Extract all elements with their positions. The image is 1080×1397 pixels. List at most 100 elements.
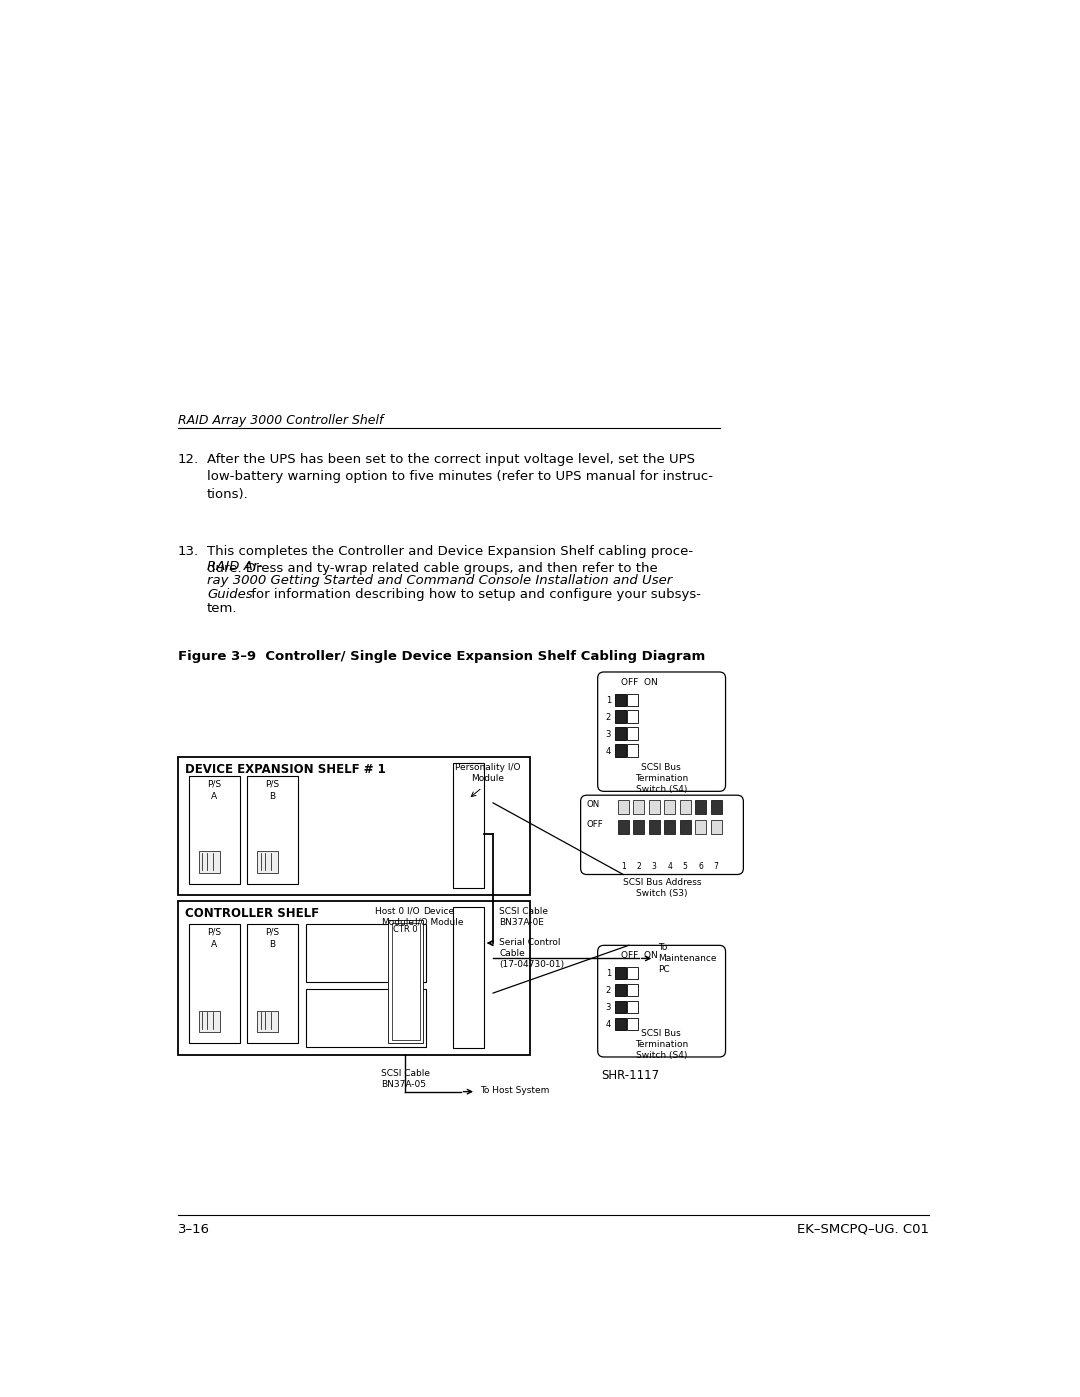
Text: B: B xyxy=(269,792,275,800)
Bar xyxy=(306,989,426,1046)
Text: ray 3000 Getting Started and Command Console Installation and User: ray 3000 Getting Started and Command Con… xyxy=(207,574,673,587)
Text: 3: 3 xyxy=(606,729,611,739)
Text: 2: 2 xyxy=(606,986,611,995)
Text: 2: 2 xyxy=(606,712,611,722)
Bar xyxy=(257,851,279,873)
Bar xyxy=(247,923,298,1044)
Text: EK–SMCPQ–UG. C01: EK–SMCPQ–UG. C01 xyxy=(797,1222,930,1235)
Text: To
Maintenance
PC: To Maintenance PC xyxy=(658,943,717,974)
Bar xyxy=(627,1018,638,1030)
Bar xyxy=(615,1018,625,1030)
Text: Serial Control
Cable
(17-04730-01): Serial Control Cable (17-04730-01) xyxy=(499,937,565,970)
Bar xyxy=(633,800,644,814)
Bar xyxy=(247,775,298,884)
Text: SHR-1117: SHR-1117 xyxy=(602,1069,660,1081)
Text: 7: 7 xyxy=(714,862,718,872)
Bar xyxy=(627,1000,638,1013)
Text: 4: 4 xyxy=(606,746,611,756)
Text: 3: 3 xyxy=(652,862,657,872)
Text: OFF  ON: OFF ON xyxy=(621,951,658,961)
Text: 3: 3 xyxy=(606,1003,611,1011)
Text: CONTROLLER SHELF: CONTROLLER SHELF xyxy=(186,907,320,919)
Text: 4: 4 xyxy=(667,862,672,872)
Text: A: A xyxy=(211,940,217,949)
Text: 1: 1 xyxy=(606,696,611,705)
Text: for information describing how to setup and configure your subsys-: for information describing how to setup … xyxy=(247,588,701,601)
Bar xyxy=(189,923,240,1044)
Bar xyxy=(389,921,423,1044)
Text: 2: 2 xyxy=(636,862,642,872)
Text: RAID Ar-: RAID Ar- xyxy=(207,560,262,573)
Bar xyxy=(679,800,691,814)
Bar xyxy=(177,757,530,895)
Text: B: B xyxy=(269,940,275,949)
Text: Host 0 I/O
Module: Host 0 I/O Module xyxy=(376,907,420,928)
Bar xyxy=(627,983,638,996)
Text: OFF  ON: OFF ON xyxy=(621,678,658,687)
Bar xyxy=(189,775,240,884)
Text: 4: 4 xyxy=(606,1020,611,1030)
Text: P/S: P/S xyxy=(207,928,221,936)
Text: 6: 6 xyxy=(699,862,703,872)
Bar xyxy=(453,907,484,1048)
Text: Device
I/O Module: Device I/O Module xyxy=(415,907,463,928)
Bar xyxy=(177,901,530,1055)
Text: P/S: P/S xyxy=(207,780,221,789)
Text: Personality I/O
Module: Personality I/O Module xyxy=(455,763,521,782)
Text: SCSI Cable
BN37A-05: SCSI Cable BN37A-05 xyxy=(380,1069,430,1088)
Bar xyxy=(199,851,220,873)
Bar xyxy=(618,800,629,814)
Text: Guides: Guides xyxy=(207,588,253,601)
Bar xyxy=(664,800,675,814)
Bar xyxy=(199,1011,220,1032)
FancyBboxPatch shape xyxy=(581,795,743,875)
Text: To Host System: To Host System xyxy=(480,1087,550,1095)
Text: 1: 1 xyxy=(621,862,625,872)
FancyBboxPatch shape xyxy=(597,672,726,791)
Text: 3–16: 3–16 xyxy=(177,1222,210,1235)
Text: Figure 3–9  Controller/ Single Device Expansion Shelf Cabling Diagram: Figure 3–9 Controller/ Single Device Exp… xyxy=(177,651,705,664)
Text: P/S: P/S xyxy=(265,780,280,789)
Bar xyxy=(627,728,638,740)
Bar xyxy=(615,967,625,979)
Bar xyxy=(453,763,484,887)
Bar xyxy=(615,983,625,996)
Bar xyxy=(664,820,675,834)
Text: 1: 1 xyxy=(606,970,611,978)
Bar xyxy=(257,1011,279,1032)
Bar xyxy=(627,745,638,757)
Text: tem.: tem. xyxy=(207,602,238,615)
FancyBboxPatch shape xyxy=(597,946,726,1058)
Text: This completes the Controller and Device Expansion Shelf cabling proce-
dure. Dr: This completes the Controller and Device… xyxy=(207,545,693,576)
Bar xyxy=(618,820,629,834)
Bar xyxy=(615,1000,625,1013)
Text: SCSI Bus
Termination
Switch (S4): SCSI Bus Termination Switch (S4) xyxy=(635,1028,688,1060)
Bar xyxy=(627,711,638,722)
Text: SCSI Cable
BN37A-0E: SCSI Cable BN37A-0E xyxy=(499,907,549,928)
Text: CTR 0: CTR 0 xyxy=(393,925,418,933)
Text: SCSI Bus
Termination
Switch (S4): SCSI Bus Termination Switch (S4) xyxy=(635,763,688,793)
Bar xyxy=(615,745,625,757)
Bar xyxy=(615,711,625,722)
Bar xyxy=(615,693,625,705)
Bar xyxy=(679,820,691,834)
Text: DEVICE EXPANSION SHELF # 1: DEVICE EXPANSION SHELF # 1 xyxy=(186,763,387,775)
Bar xyxy=(711,800,721,814)
Bar xyxy=(306,923,426,982)
Bar xyxy=(649,820,660,834)
Text: ON: ON xyxy=(586,800,600,809)
Bar xyxy=(649,800,660,814)
Bar xyxy=(696,820,706,834)
Bar xyxy=(711,820,721,834)
Bar xyxy=(696,800,706,814)
Text: 12.: 12. xyxy=(177,453,199,465)
Bar xyxy=(633,820,644,834)
Text: After the UPS has been set to the correct input voltage level, set the UPS
low-b: After the UPS has been set to the correc… xyxy=(207,453,713,500)
Text: 13.: 13. xyxy=(177,545,199,557)
Text: SCSI Bus Address
Switch (S3): SCSI Bus Address Switch (S3) xyxy=(623,877,701,898)
Text: 5: 5 xyxy=(683,862,688,872)
Bar xyxy=(627,693,638,705)
Text: A: A xyxy=(211,792,217,800)
Text: P/S: P/S xyxy=(265,928,280,936)
Bar xyxy=(627,967,638,979)
